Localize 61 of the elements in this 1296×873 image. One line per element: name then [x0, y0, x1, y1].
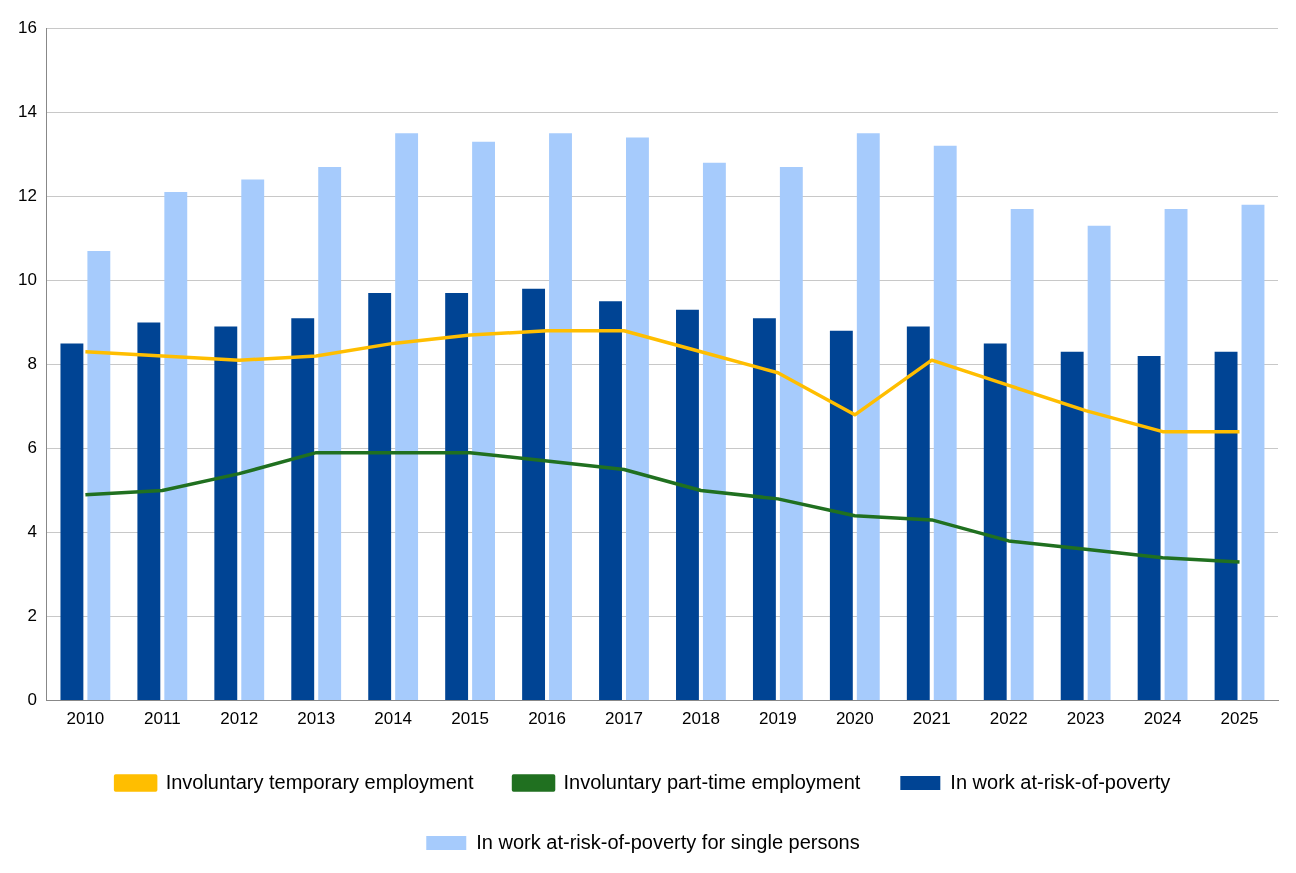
x-tick-label: 2018	[682, 709, 720, 729]
bar	[368, 292, 392, 701]
x-tick-label: 2015	[451, 709, 490, 729]
bar	[906, 326, 930, 701]
bar	[549, 133, 572, 701]
x-tick-label: 2020	[835, 709, 874, 729]
bar	[395, 133, 419, 701]
bar	[445, 292, 469, 701]
bar	[676, 309, 699, 701]
y-tick-label: 8	[27, 354, 37, 374]
bar	[702, 162, 726, 701]
legend-label: In work at-risk-of-poverty	[950, 770, 1171, 793]
x-tick-label: 2014	[374, 709, 413, 729]
bar	[829, 330, 853, 701]
x-tick-label: 2012	[220, 709, 259, 729]
bar	[291, 318, 315, 701]
x-tick-label: 2021	[912, 709, 951, 729]
bar	[1241, 204, 1265, 701]
bar	[1087, 225, 1111, 701]
bar	[1164, 208, 1188, 701]
y-tick-label: 2	[27, 606, 37, 626]
y-tick-label: 6	[27, 438, 37, 458]
y-tick-label: 12	[17, 185, 37, 205]
bar	[522, 288, 546, 701]
bar	[164, 192, 188, 701]
bar	[856, 133, 880, 701]
y-tick-label: 10	[17, 270, 37, 290]
legend-label: In work at-risk-of-poverty for single persons	[476, 830, 860, 853]
y-tick-label: 14	[17, 101, 37, 121]
x-tick-label: 2024	[1143, 709, 1182, 729]
bar	[1060, 351, 1084, 701]
legend-label: Involuntary part-time employment	[563, 770, 861, 793]
x-tick-label: 2017	[605, 709, 643, 729]
bar	[983, 343, 1007, 701]
bar	[626, 137, 649, 701]
bar	[214, 326, 238, 701]
x-tick-label: 2025	[1220, 709, 1259, 729]
x-tick-label: 2016	[528, 709, 566, 729]
x-tick-label: 2019	[758, 709, 797, 729]
bar	[241, 179, 265, 701]
x-tick-label: 2022	[989, 709, 1028, 729]
x-tick-label: 2011	[144, 709, 181, 729]
bar	[1137, 356, 1161, 701]
y-tick-label: 4	[27, 522, 37, 542]
bar	[752, 318, 776, 701]
x-tick-label: 2023	[1066, 709, 1105, 729]
legend-label: Involuntary temporary employment	[165, 770, 474, 793]
y-tick-label: 16	[17, 17, 37, 37]
bar	[60, 343, 84, 701]
x-tick-label: 2010	[66, 709, 105, 729]
bar	[87, 250, 111, 701]
y-tick-label: 0	[27, 690, 37, 710]
bar	[1214, 351, 1238, 701]
bar	[318, 166, 342, 701]
x-tick-label: 2013	[297, 709, 336, 729]
bar	[933, 145, 957, 701]
bar	[599, 301, 622, 701]
bar	[1010, 208, 1034, 701]
bar	[779, 166, 803, 701]
bar	[137, 322, 161, 701]
bar	[472, 141, 496, 701]
